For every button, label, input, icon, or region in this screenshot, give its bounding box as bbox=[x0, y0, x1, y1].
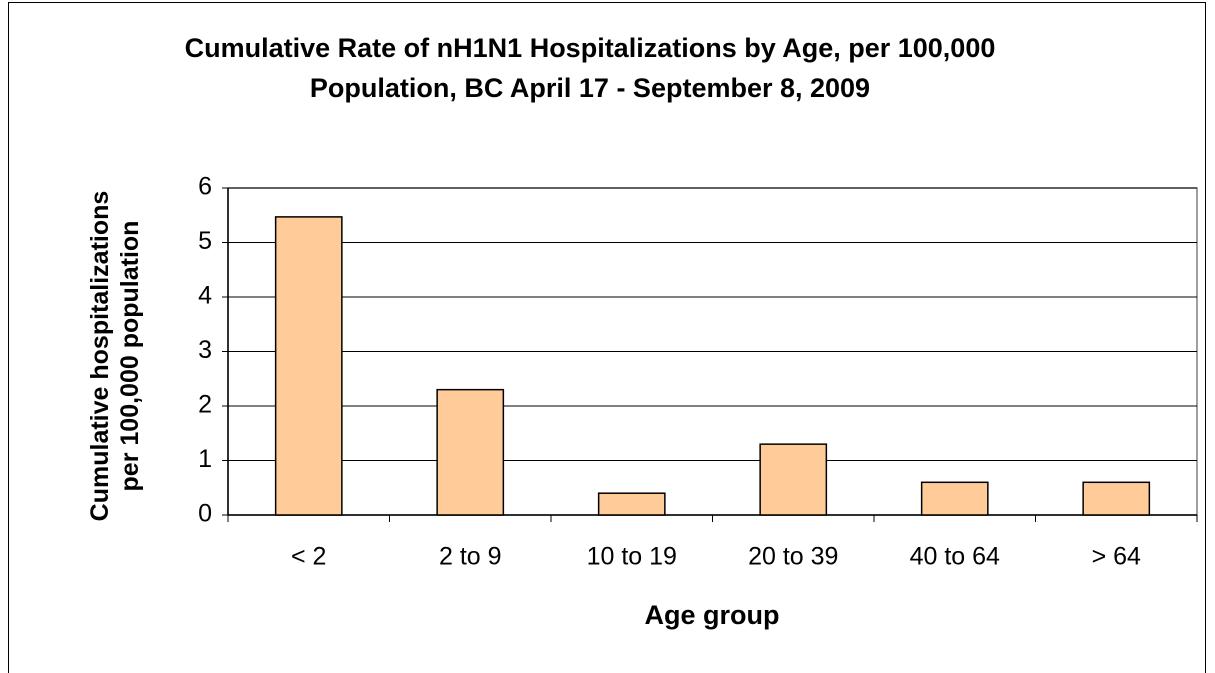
x-tick-label: 10 to 19 bbox=[587, 543, 677, 571]
x-axis-label: Age group bbox=[645, 600, 780, 630]
bar bbox=[759, 443, 828, 516]
y-tick-label: 1 bbox=[198, 445, 212, 473]
x-tick-label: 40 to 64 bbox=[910, 543, 1000, 571]
x-tick-label: > 64 bbox=[1092, 543, 1141, 571]
bar bbox=[436, 388, 505, 516]
y-tick-label: 4 bbox=[198, 282, 212, 310]
bar bbox=[597, 492, 666, 516]
y-tick-label: 3 bbox=[198, 336, 212, 364]
chart-title: Cumulative Rate of nH1N1 Hospitalization… bbox=[184, 33, 996, 103]
bar bbox=[274, 216, 343, 516]
bar bbox=[1082, 481, 1151, 516]
y-tick-label: 5 bbox=[198, 227, 212, 255]
y-tick-label: 2 bbox=[198, 391, 212, 419]
bar bbox=[920, 481, 989, 516]
x-tick-label: 20 to 39 bbox=[748, 543, 838, 571]
x-tick-label: < 2 bbox=[291, 543, 326, 571]
chart-frame bbox=[8, 2, 1206, 673]
x-tick-label: 2 to 9 bbox=[439, 543, 502, 571]
y-tick-label: 6 bbox=[198, 173, 212, 201]
y-tick-label: 0 bbox=[198, 500, 212, 528]
